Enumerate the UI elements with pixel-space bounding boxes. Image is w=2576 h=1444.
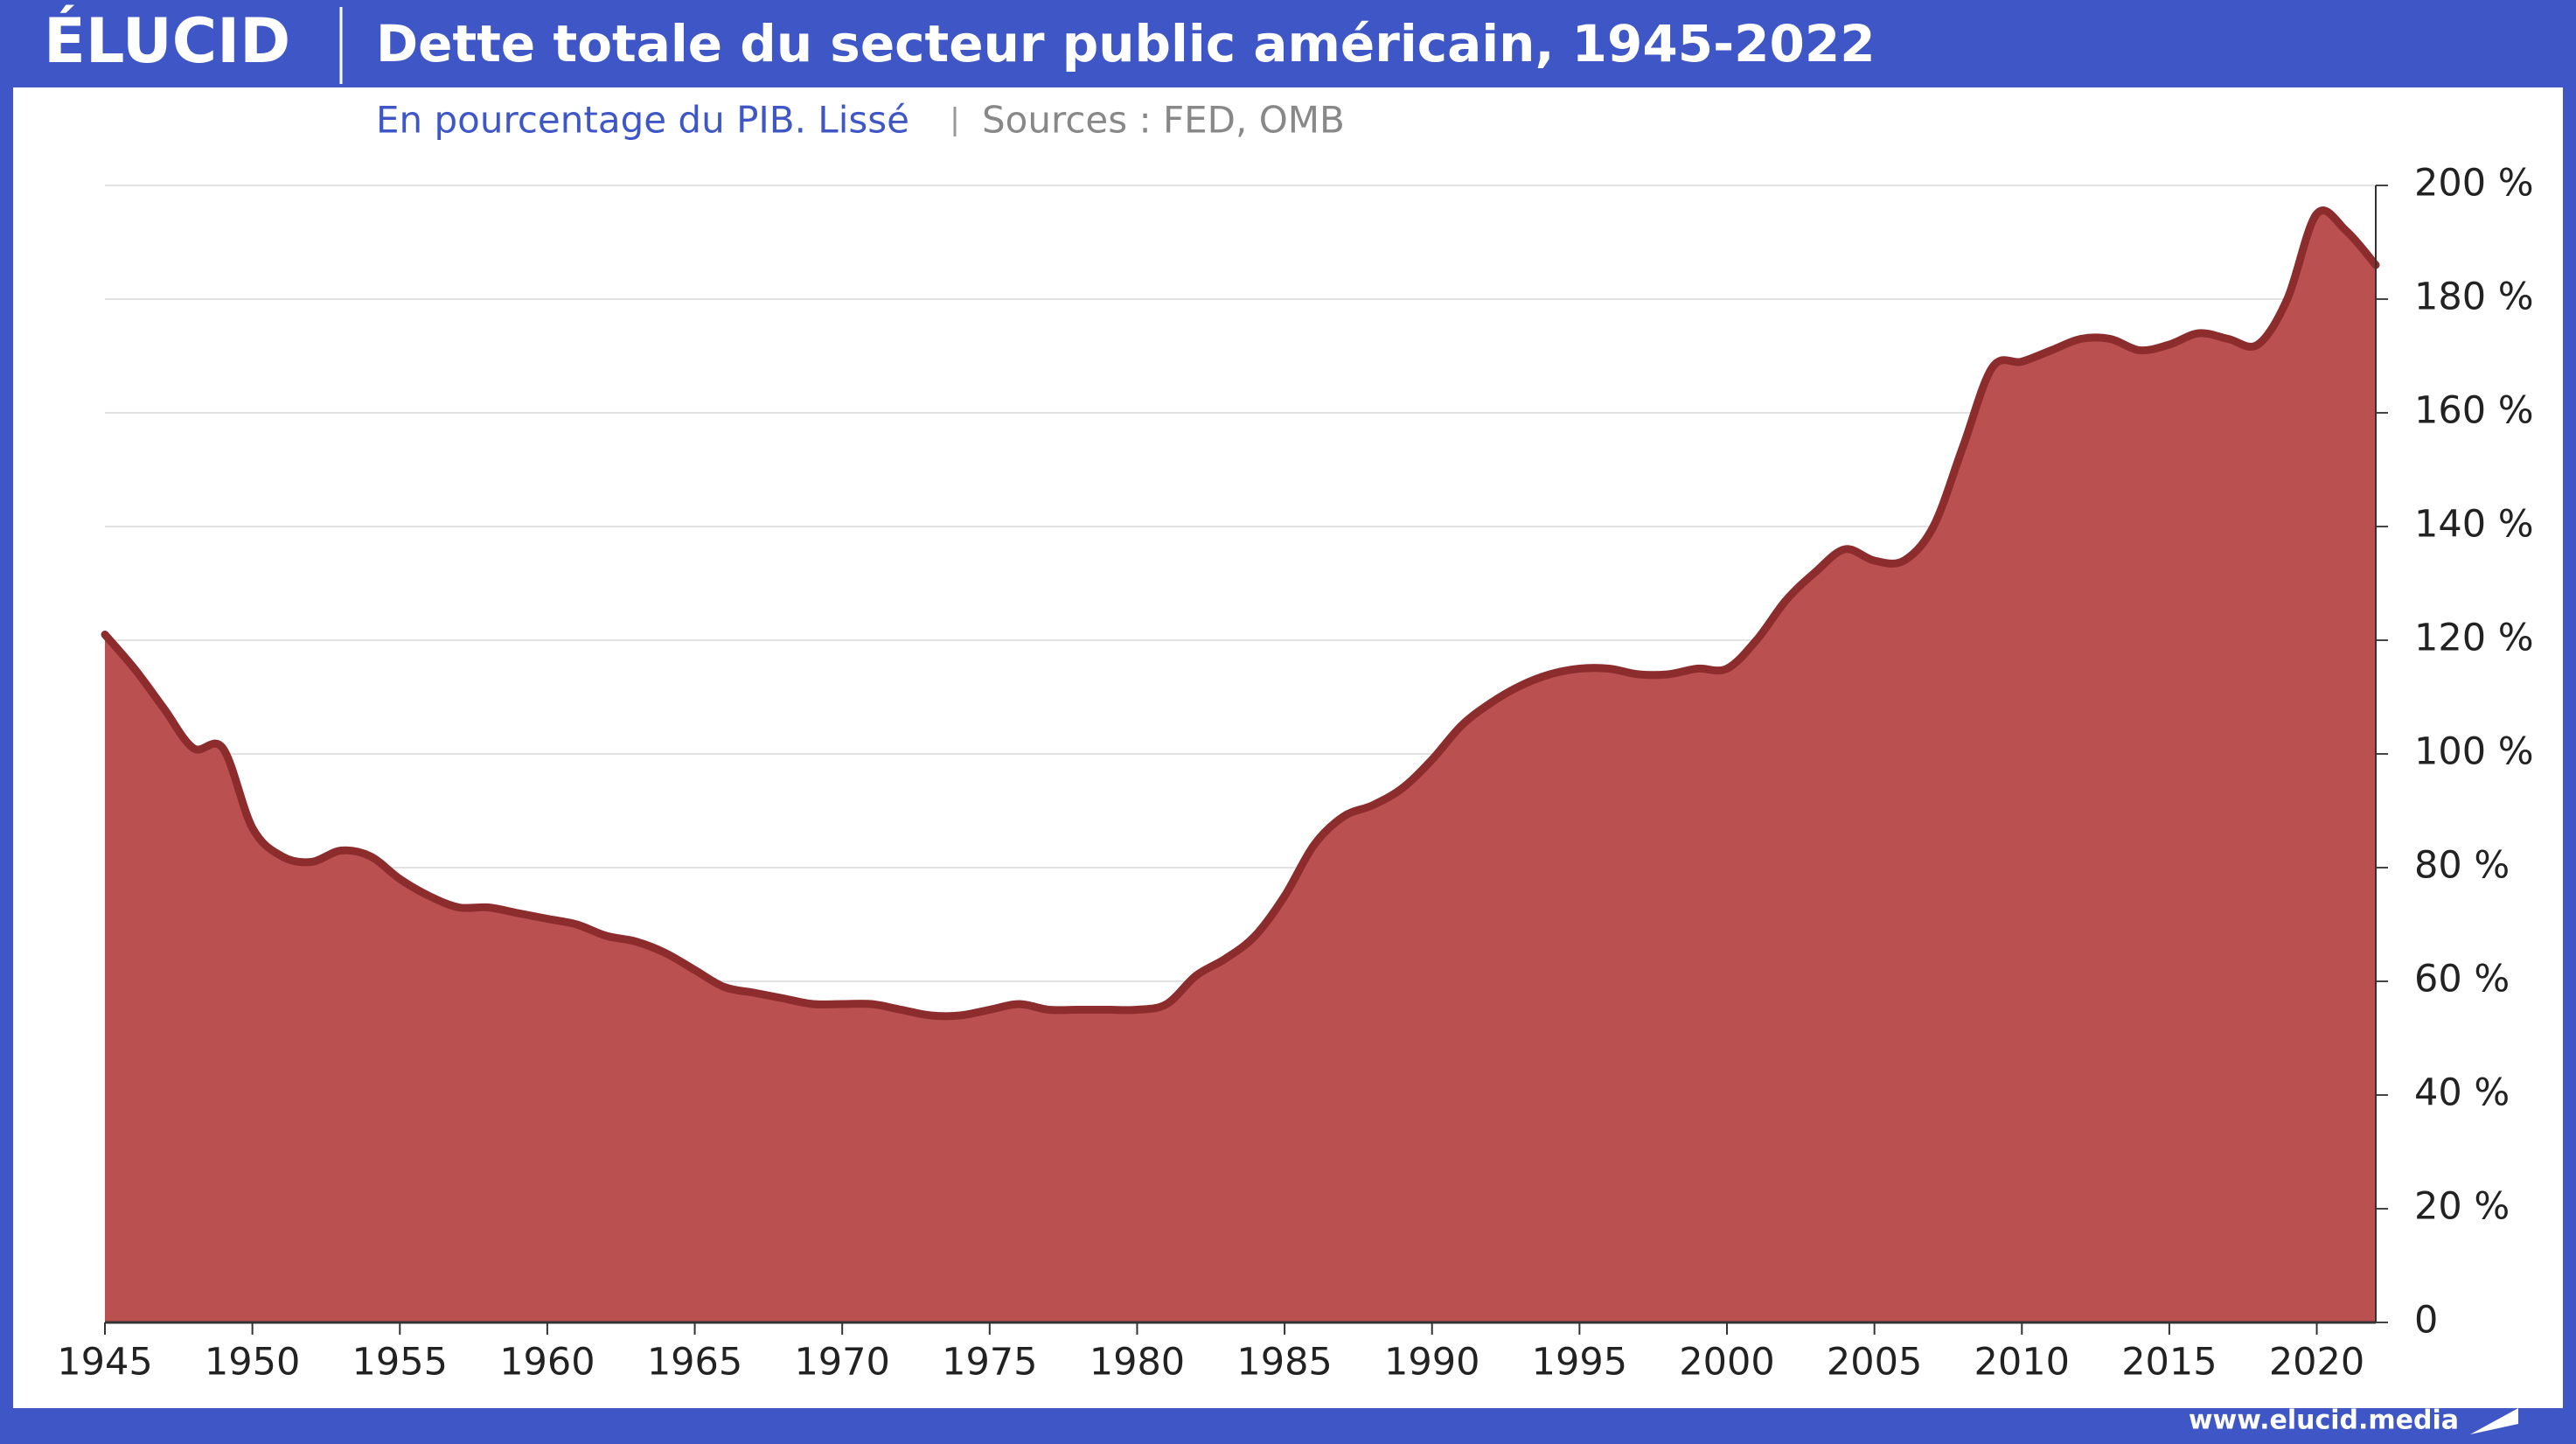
y-tick-label: 200 % bbox=[2414, 162, 2534, 206]
plot: 0 20 % 40 % 60 % 80 % 100 % 120 % 140 % 160 % 180… bbox=[57, 162, 2533, 1385]
x-tick-label: 2015 bbox=[2121, 1341, 2217, 1385]
source: Sources : FED, OMB bbox=[982, 99, 1345, 142]
area bbox=[105, 210, 2376, 1322]
y-tick-label: 0 bbox=[2414, 1299, 2438, 1343]
x-tick-label: 1960 bbox=[499, 1341, 595, 1385]
x-tick-label: 1995 bbox=[1532, 1341, 1627, 1385]
x-tick-label: 1980 bbox=[1090, 1341, 1185, 1385]
y-tick-label: 140 % bbox=[2414, 503, 2534, 547]
x-tick-label: 1990 bbox=[1384, 1341, 1479, 1385]
y-tick-label: 60 % bbox=[2414, 958, 2510, 1001]
subtitle: En pourcentage du PIB. Lissé bbox=[376, 99, 909, 142]
footer: www.elucid.media bbox=[2189, 1406, 2459, 1436]
x-tick-label: 2010 bbox=[1974, 1341, 2070, 1385]
y-tick-label: 80 % bbox=[2414, 844, 2510, 888]
x-tick-label: 1950 bbox=[205, 1341, 300, 1385]
y-tick-label: 20 % bbox=[2414, 1185, 2510, 1229]
logo: ÉLUCID bbox=[44, 5, 290, 77]
footer-icon bbox=[2470, 1408, 2518, 1434]
x-tick-label: 1970 bbox=[794, 1341, 889, 1385]
y-tick-label: 40 % bbox=[2414, 1071, 2510, 1115]
x-tick-label: 2020 bbox=[2269, 1341, 2364, 1385]
x-tick-label: 2005 bbox=[1827, 1341, 1922, 1385]
x-tick-label: 1965 bbox=[647, 1341, 742, 1385]
chart-title: Dette totale du secteur public américain… bbox=[376, 14, 1876, 73]
y-tick-label: 120 % bbox=[2414, 617, 2534, 660]
y-tick-label: 180 % bbox=[2414, 276, 2534, 319]
x-tick-label: 1945 bbox=[57, 1341, 152, 1385]
x-tick-label: 1955 bbox=[352, 1341, 448, 1385]
line bbox=[101, 206, 2380, 1021]
x-tick-label: 1975 bbox=[942, 1341, 1037, 1385]
x-tick-label: 1985 bbox=[1236, 1341, 1332, 1385]
y-tick-label: 160 % bbox=[2414, 389, 2534, 433]
y-tick-label: 100 % bbox=[2414, 730, 2534, 774]
x-tick-label: 2000 bbox=[1679, 1341, 1774, 1385]
